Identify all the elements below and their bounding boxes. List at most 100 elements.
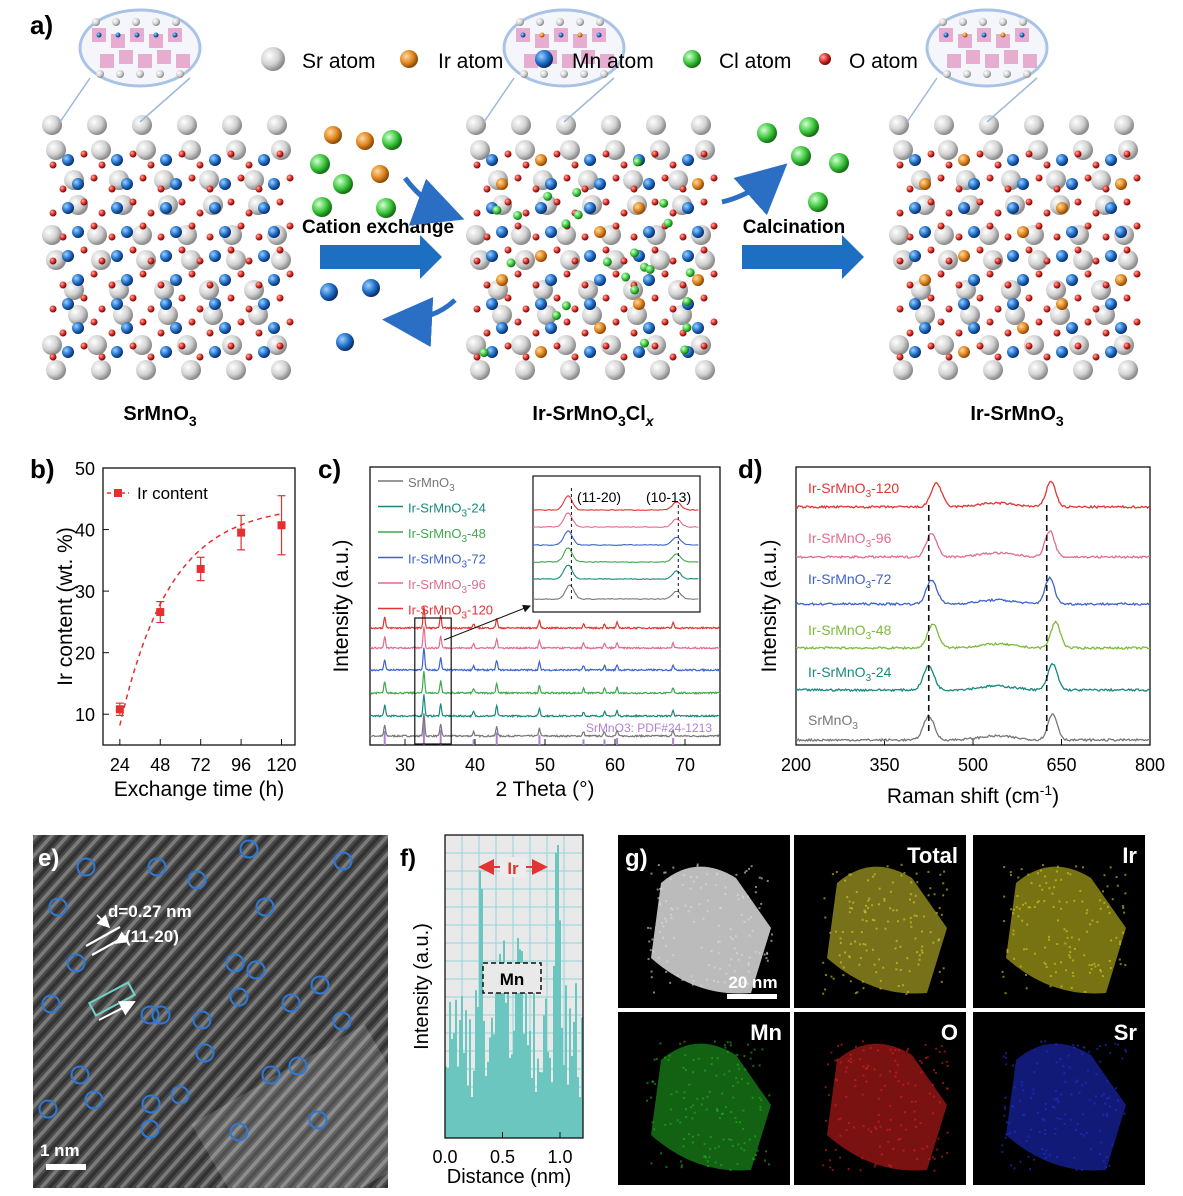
speckle — [1005, 1063, 1008, 1066]
speckle — [916, 1158, 919, 1161]
mn-atom — [584, 250, 596, 262]
speckle — [1006, 950, 1009, 953]
cl-atom — [506, 258, 516, 268]
speckle — [862, 987, 865, 990]
speckle — [1062, 1065, 1065, 1068]
speckle — [929, 887, 932, 890]
mn-atom — [1056, 250, 1068, 262]
sr-atom — [934, 335, 954, 355]
ir-atom — [958, 154, 970, 166]
sr-atom — [42, 115, 62, 135]
mn-atom — [909, 298, 921, 310]
speckle — [923, 915, 926, 918]
atom-circle — [332, 1011, 352, 1031]
speckle — [1059, 1118, 1062, 1121]
o-atom — [276, 198, 284, 206]
data-point — [237, 528, 246, 537]
mn-atom — [1105, 298, 1117, 310]
speckle — [1095, 1073, 1098, 1076]
o-atom — [147, 353, 155, 361]
speckle — [1009, 874, 1012, 877]
mn-atom — [643, 178, 655, 190]
o-atom — [906, 281, 914, 289]
speckle — [758, 876, 761, 879]
profile-bar — [553, 965, 555, 1138]
sr-atom — [983, 360, 1003, 380]
profile-bar — [457, 1066, 459, 1138]
mn-atom — [1105, 154, 1117, 166]
speckle — [1114, 1109, 1117, 1112]
speckle — [754, 885, 757, 888]
speckle — [1070, 986, 1073, 989]
o-atom — [59, 329, 67, 337]
o-atom — [98, 257, 106, 265]
o-atom — [620, 353, 628, 361]
profile-bar — [515, 989, 517, 1138]
speckle — [759, 1108, 762, 1111]
x-axis-label: 2 Theta (°) — [495, 778, 594, 801]
mn-atom — [909, 250, 921, 262]
speckle — [687, 910, 690, 913]
speckle — [1065, 930, 1068, 933]
o-atom — [553, 198, 561, 206]
mn-atom — [692, 226, 704, 238]
o-atom — [1092, 161, 1100, 169]
atom — [1019, 32, 1025, 38]
speckle — [1057, 1101, 1060, 1104]
speckle — [659, 930, 662, 933]
o-atom — [473, 257, 481, 265]
spacing-line — [85, 926, 121, 947]
fringe — [191, 967, 388, 1188]
raman-trace — [795, 662, 1151, 693]
o-atom — [227, 198, 235, 206]
speckle — [902, 984, 905, 987]
o-atom — [80, 198, 88, 206]
speckle — [1021, 919, 1024, 922]
speckle — [679, 1160, 682, 1163]
sr-atom — [222, 115, 242, 135]
panel-label-a: a) — [30, 10, 53, 40]
o-atom — [108, 281, 116, 289]
speckle — [760, 1098, 763, 1101]
o-atom — [157, 329, 165, 337]
profile-bar — [475, 990, 477, 1138]
fringe — [63, 835, 383, 1188]
speckle — [1044, 1040, 1047, 1043]
atom — [520, 32, 526, 38]
o-atom — [563, 318, 571, 326]
xrd-trace — [369, 713, 721, 739]
fringe — [33, 835, 199, 1021]
atom-circle — [147, 857, 167, 877]
speckle — [724, 981, 727, 984]
o-atom — [196, 209, 204, 217]
speckle — [929, 931, 932, 934]
o-atom — [661, 270, 669, 278]
speckle — [914, 1100, 917, 1103]
sr-atom — [158, 305, 178, 325]
o-atom — [147, 257, 155, 265]
speckle — [1020, 1084, 1023, 1087]
speckle — [848, 873, 851, 876]
speckle — [1009, 1164, 1012, 1167]
ir-atom — [919, 274, 931, 286]
speckle — [915, 914, 918, 917]
ir-label-bg — [500, 857, 526, 877]
o-atom — [1092, 353, 1100, 361]
o-atom — [1043, 209, 1051, 217]
speckle — [1032, 1158, 1035, 1161]
o-atom — [139, 222, 147, 230]
sr-atom — [560, 360, 580, 380]
y-axis-label: Intensity (a.u.) — [411, 923, 433, 1050]
o-atom — [986, 174, 994, 182]
speckle — [1003, 895, 1006, 898]
o-atom — [1084, 222, 1092, 230]
speckle — [750, 916, 753, 919]
particle — [827, 866, 947, 994]
speckle — [1081, 900, 1084, 903]
speckle — [710, 1063, 713, 1066]
speckle — [910, 881, 913, 884]
speckle — [900, 874, 903, 877]
fringe — [287, 1074, 388, 1188]
speckle — [835, 1079, 838, 1082]
element-label: Ir — [1122, 843, 1137, 868]
